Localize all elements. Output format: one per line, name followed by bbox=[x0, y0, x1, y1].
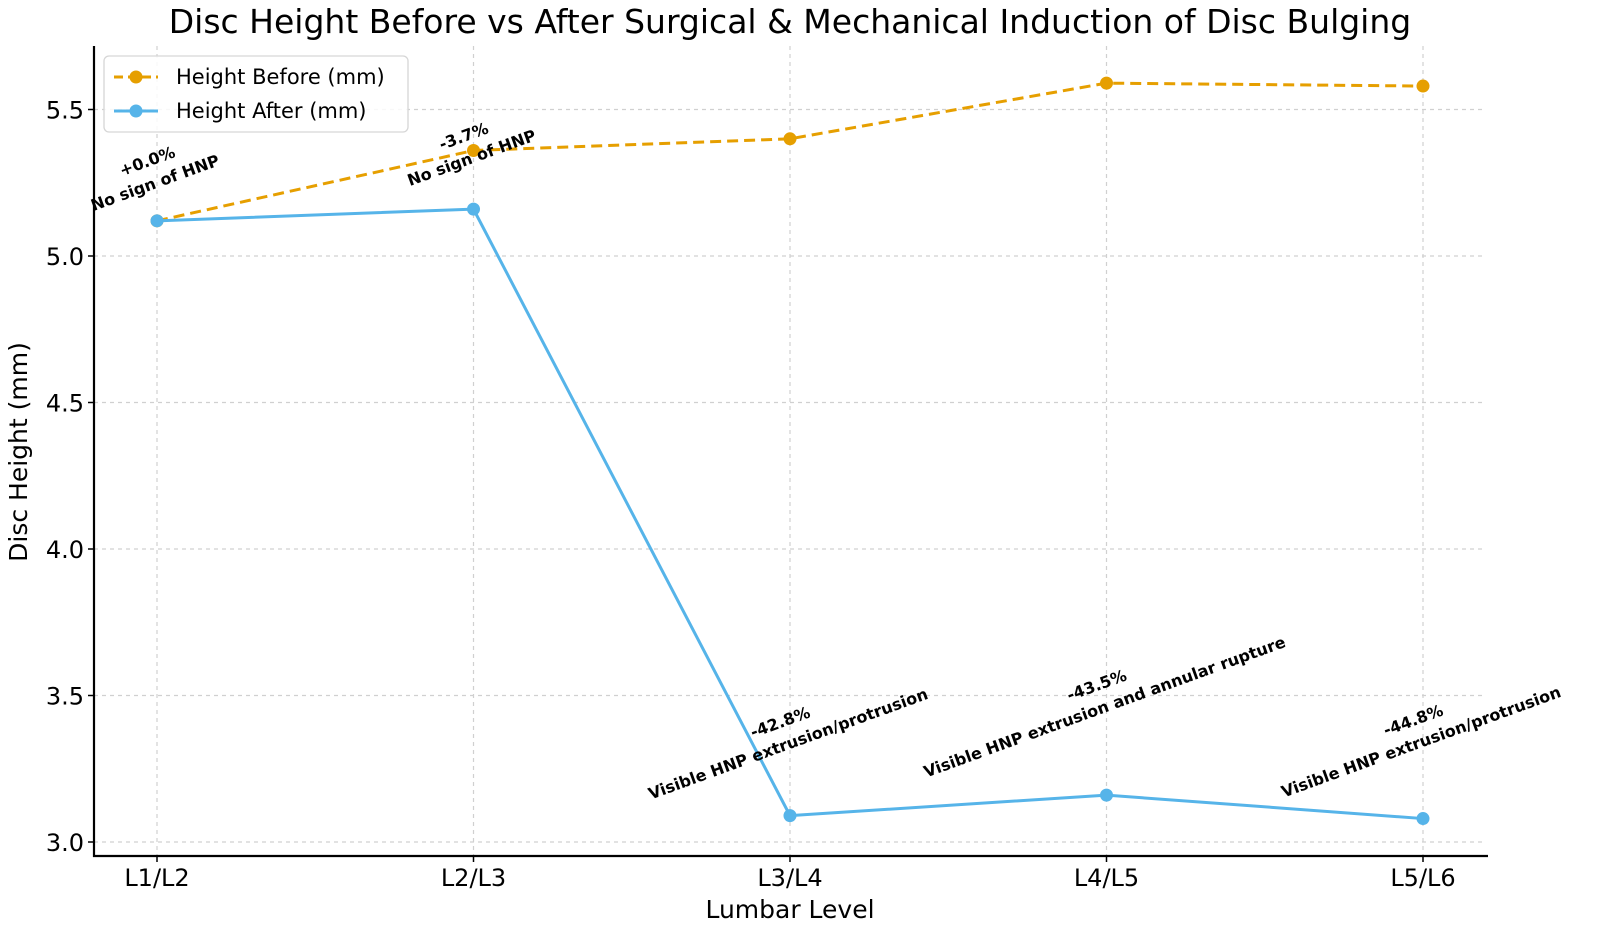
y-axis-label: Disc Height (mm) bbox=[4, 342, 33, 562]
y-tick-label: 5.0 bbox=[46, 243, 84, 271]
legend-marker-before bbox=[129, 70, 143, 84]
y-tick-label: 5.5 bbox=[46, 97, 84, 125]
chart-title: Disc Height Before vs After Surgical & M… bbox=[169, 2, 1411, 41]
x-tick-label: L3/L4 bbox=[757, 864, 822, 892]
annotation: +0.0%No sign of HNP bbox=[88, 142, 222, 215]
legend-label-after: Height After (mm) bbox=[176, 99, 367, 123]
y-tick-label: 4.5 bbox=[46, 390, 84, 418]
y-tick-label: 4.0 bbox=[46, 536, 84, 564]
legend: Height Before (mm) Height After (mm) bbox=[103, 55, 409, 133]
data-point-after bbox=[1416, 812, 1430, 826]
annotation: -44.8%Visible HNP extrusion/protrusion bbox=[1279, 682, 1564, 801]
legend-label-before: Height Before (mm) bbox=[176, 65, 385, 89]
annotation-note: Visible HNP extrusion/protrusion bbox=[646, 684, 931, 803]
x-tick-label: L1/L2 bbox=[124, 864, 189, 892]
x-tick-label: L4/L5 bbox=[1074, 864, 1139, 892]
annotation-note: Visible HNP extrusion and annular ruptur… bbox=[921, 632, 1288, 781]
data-point-before bbox=[1100, 76, 1113, 90]
y-tick-label: 3.5 bbox=[46, 683, 84, 711]
y-tick-label: 3.0 bbox=[46, 829, 84, 857]
data-point-before bbox=[1416, 79, 1430, 93]
annotation: -42.8%Visible HNP extrusion/protrusion bbox=[646, 684, 931, 803]
annotation: -3.7%No sign of HNP bbox=[405, 119, 539, 190]
y-ticks: 3.0 3.5 4.0 4.5 5.0 5.5 bbox=[46, 97, 94, 857]
data-point-after bbox=[783, 809, 797, 823]
data-point-after bbox=[150, 214, 164, 228]
legend-box bbox=[103, 55, 409, 133]
data-point-after bbox=[1100, 788, 1113, 802]
annotation-note: Visible HNP extrusion/protrusion bbox=[1279, 682, 1564, 801]
x-tick-label: L2/L3 bbox=[441, 864, 506, 892]
x-axis-label: Lumbar Level bbox=[705, 895, 874, 924]
x-ticks: L1/L2 L2/L3 L3/L4 L4/L5 L5/L6 bbox=[124, 856, 1456, 892]
data-point-before bbox=[783, 132, 797, 146]
annotations: +0.0%No sign of HNP -3.7%No sign of HNP -4… bbox=[88, 119, 1564, 804]
x-tick-label: L5/L6 bbox=[1390, 864, 1455, 892]
legend-marker-after bbox=[129, 104, 143, 118]
series-layer bbox=[150, 76, 1430, 826]
data-point-before bbox=[467, 144, 480, 158]
data-point-after bbox=[467, 202, 480, 216]
